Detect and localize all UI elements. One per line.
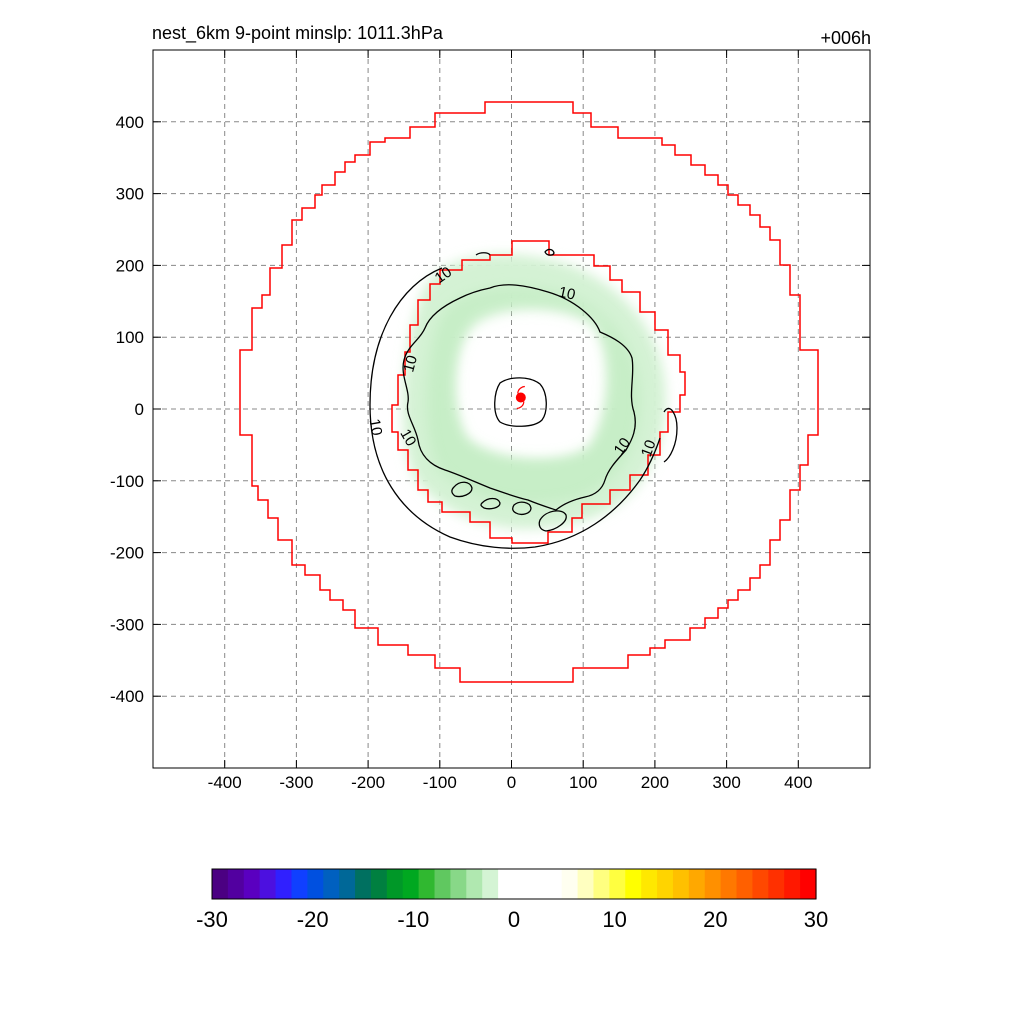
y-tick-label: -200 bbox=[110, 544, 144, 563]
contour-labels: 10 10 10 10 10 10 10 bbox=[366, 264, 660, 460]
colorbar-swatch bbox=[641, 869, 658, 899]
grid-lines bbox=[153, 50, 870, 768]
contour-center bbox=[494, 377, 547, 427]
colorbar-tick-label: 0 bbox=[508, 907, 520, 932]
contour-blob-3 bbox=[512, 501, 532, 515]
y-tick-label: -100 bbox=[110, 472, 144, 491]
colorbar-swatch bbox=[545, 869, 563, 899]
contour-lines bbox=[369, 248, 678, 549]
colorbar-swatch bbox=[466, 869, 483, 899]
x-tick-label: 200 bbox=[641, 773, 669, 792]
colorbar-swatch bbox=[800, 869, 817, 899]
y-tick-label: 400 bbox=[116, 113, 144, 132]
colorbar-tick-label: -20 bbox=[297, 907, 329, 932]
y-tick-label: 0 bbox=[135, 400, 144, 419]
contour-label: 10 bbox=[432, 264, 455, 287]
contour-label: 10 bbox=[557, 284, 577, 304]
x-tick-label: -300 bbox=[279, 773, 313, 792]
colorbar-swatch bbox=[593, 869, 610, 899]
colorbar-tick-label: -30 bbox=[196, 907, 228, 932]
x-tick-label: 300 bbox=[712, 773, 740, 792]
inner-domain-boundary bbox=[391, 240, 686, 544]
chart-title: nest_6km 9-point minslp: 1011.3hPa bbox=[152, 23, 444, 44]
colorbar-swatch bbox=[275, 869, 293, 899]
colorbar-swatch bbox=[307, 869, 324, 899]
colorbar-swatch bbox=[704, 869, 722, 899]
colorbar-swatch bbox=[243, 869, 261, 899]
colorbar-swatch bbox=[688, 869, 706, 899]
colorbar-swatch bbox=[609, 869, 626, 899]
colorbar-swatch bbox=[736, 869, 754, 899]
colorbar-swatch bbox=[355, 869, 372, 899]
x-tick-label: -200 bbox=[351, 773, 385, 792]
colorbar-swatch bbox=[529, 869, 547, 899]
colorbar-swatch bbox=[657, 869, 674, 899]
colorbar-swatch bbox=[720, 869, 738, 899]
colorbar-swatch bbox=[370, 869, 388, 899]
colorbar-swatch bbox=[323, 869, 340, 899]
colorbar-swatch bbox=[291, 869, 308, 899]
contour-blob-5 bbox=[475, 252, 491, 256]
colorbar-swatch bbox=[768, 869, 785, 899]
x-tick-label: 400 bbox=[784, 773, 812, 792]
y-tick-label: 100 bbox=[116, 328, 144, 347]
colorbar-swatch bbox=[625, 869, 642, 899]
contour-blob-1 bbox=[451, 481, 473, 498]
colorbar-tick-label: -10 bbox=[397, 907, 429, 932]
y-tick-label: -400 bbox=[110, 687, 144, 706]
y-tick-label: -300 bbox=[110, 615, 144, 634]
colorbar-swatch bbox=[784, 869, 801, 899]
colorbar-swatch bbox=[402, 869, 420, 899]
x-tick-label: -400 bbox=[208, 773, 242, 792]
colorbar-swatch bbox=[386, 869, 404, 899]
contour-inner-ring bbox=[402, 284, 636, 511]
colorbar-swatch bbox=[577, 869, 595, 899]
colorbar-swatch bbox=[227, 869, 245, 899]
contour-label: 10 bbox=[638, 438, 660, 459]
hurricane-icon bbox=[515, 385, 526, 410]
colorbar-swatch bbox=[450, 869, 467, 899]
x-tick-label: 0 bbox=[507, 773, 516, 792]
colorbar-tick-label: 20 bbox=[703, 907, 727, 932]
colorbar-swatch bbox=[561, 869, 579, 899]
colorbar-swatch bbox=[672, 869, 690, 899]
axis-ticks: -400 -300 -200 -100 0 100 200 300 40040030020010… bbox=[110, 50, 870, 792]
contour-blob-6 bbox=[544, 248, 555, 256]
colorbar-swatch bbox=[339, 869, 356, 899]
y-tick-label: 200 bbox=[116, 256, 144, 275]
y-tick-label: 300 bbox=[116, 185, 144, 204]
colorbar-swatch bbox=[434, 869, 452, 899]
contour-label: 10 bbox=[366, 418, 386, 437]
contour-blob-2 bbox=[480, 497, 501, 510]
colorbar-swatch bbox=[498, 869, 515, 899]
contour-label: 10 bbox=[396, 426, 419, 449]
colorbar-swatch bbox=[259, 869, 277, 899]
outer-domain-boundary bbox=[239, 101, 819, 683]
x-tick-label: -100 bbox=[423, 773, 457, 792]
colorbar-swatch bbox=[514, 869, 531, 899]
contour-label: 10 bbox=[611, 435, 634, 458]
colorbar-tick-label: 10 bbox=[602, 907, 626, 932]
contour-label: 10 bbox=[400, 354, 421, 375]
negative-anomaly-shading-core bbox=[426, 287, 640, 504]
forecast-hour-label: +006h bbox=[820, 28, 871, 48]
contour-outer-arc bbox=[369, 267, 661, 549]
colorbar-swatch bbox=[212, 869, 229, 899]
colorbar-tick-label: 30 bbox=[804, 907, 828, 932]
colorbar: -30 -20 -10 0 10 20 30 bbox=[196, 868, 828, 932]
colorbar-swatch bbox=[752, 869, 769, 899]
plot-frame bbox=[152, 49, 871, 769]
colorbar-swatch bbox=[482, 869, 499, 899]
contour-right-edge bbox=[663, 407, 678, 463]
x-tick-label: 100 bbox=[569, 773, 597, 792]
colorbar-swatch bbox=[418, 869, 436, 899]
contour-blob-4 bbox=[538, 510, 567, 532]
colorbar-frame bbox=[211, 868, 817, 900]
